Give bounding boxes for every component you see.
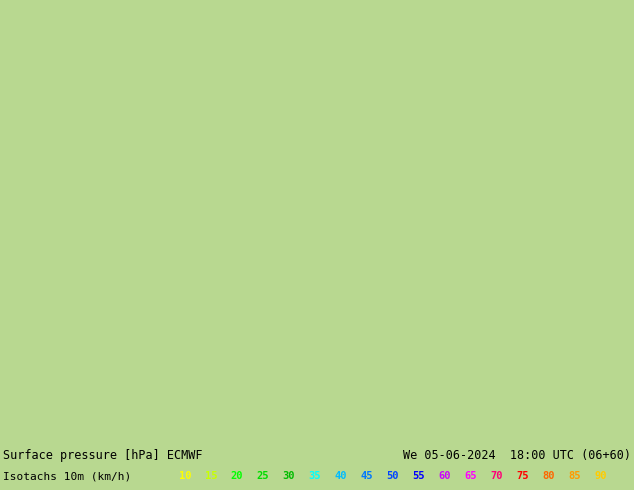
Text: 35: 35	[309, 471, 321, 481]
Text: 15: 15	[205, 471, 217, 481]
Text: 20: 20	[231, 471, 243, 481]
Text: 10: 10	[179, 471, 191, 481]
Text: 85: 85	[569, 471, 581, 481]
Text: 80: 80	[543, 471, 555, 481]
Text: 90: 90	[595, 471, 607, 481]
Text: 75: 75	[517, 471, 529, 481]
Text: Surface pressure [hPa] ECMWF: Surface pressure [hPa] ECMWF	[3, 449, 203, 462]
Text: 50: 50	[387, 471, 399, 481]
Text: 60: 60	[439, 471, 451, 481]
Text: 65: 65	[465, 471, 477, 481]
Text: 45: 45	[361, 471, 373, 481]
Text: 30: 30	[283, 471, 295, 481]
Text: Isotachs 10m (km/h): Isotachs 10m (km/h)	[3, 471, 131, 481]
Text: 55: 55	[413, 471, 425, 481]
Text: 70: 70	[491, 471, 503, 481]
Text: 40: 40	[335, 471, 347, 481]
Text: 25: 25	[257, 471, 269, 481]
Text: We 05-06-2024  18:00 UTC (06+60): We 05-06-2024 18:00 UTC (06+60)	[403, 449, 631, 462]
